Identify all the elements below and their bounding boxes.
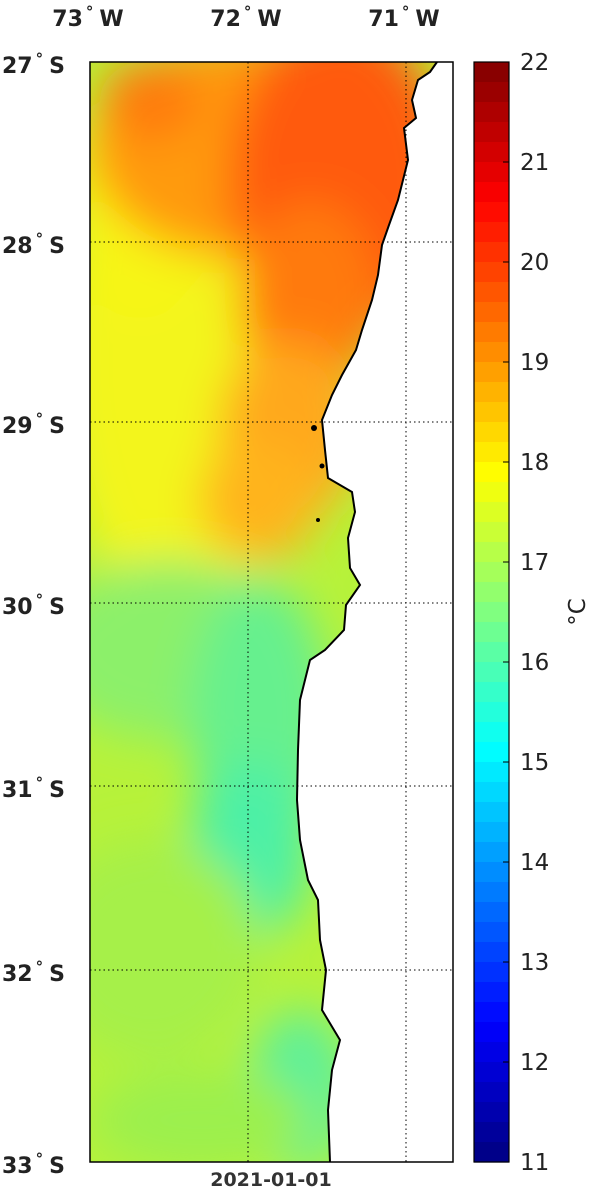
- island-marker: [311, 425, 317, 431]
- longitude-tick-label: 73 ° W: [52, 3, 123, 32]
- colorbar-band: [474, 222, 509, 243]
- map-frame: [89, 61, 454, 1163]
- colorbar-tick-label: 20: [520, 250, 549, 276]
- colorbar-band: [474, 482, 509, 503]
- colorbar-tick-label: 13: [520, 950, 549, 976]
- latitude-ticks: 27 ° S 28 ° S 29 ° S 30 ° S 31 ° S 32 ° S 33 ° S: [2, 50, 65, 1179]
- latitude-tick-label: 32 ° S: [2, 958, 65, 987]
- colorbar-band: [474, 242, 509, 263]
- latitude-tick-label: 27 ° S: [2, 50, 65, 79]
- colorbar-band: [474, 182, 509, 203]
- colorbar-band: [474, 702, 509, 723]
- colorbar-band: [474, 1102, 509, 1123]
- latitude-tick-label: 29 ° S: [2, 410, 65, 439]
- colorbar-tick-label: 16: [520, 650, 549, 676]
- colorbar-band: [474, 382, 509, 403]
- colorbar-band: [474, 342, 509, 363]
- colorbar-band: [474, 1042, 509, 1063]
- colorbar-band: [474, 462, 509, 483]
- colorbar-band: [474, 582, 509, 603]
- graticule: [90, 62, 453, 1162]
- colorbar-band: [474, 1082, 509, 1103]
- latitude-tick-label: 28 ° S: [2, 230, 65, 259]
- coastline: [295, 61, 438, 1163]
- colorbar-band: [474, 722, 509, 743]
- longitude-tick-label: 71 ° W: [368, 3, 439, 32]
- colorbar-band: [474, 262, 509, 283]
- colorbar-band: [474, 802, 509, 823]
- colorbar-tick-label: 18: [520, 450, 549, 476]
- colorbar-band: [474, 1022, 509, 1043]
- sst-field: [90, 62, 437, 1162]
- colorbar-tick-label: 11: [520, 1150, 549, 1176]
- longitude-tick-label: 72 ° W: [210, 3, 281, 32]
- colorbar-band: [474, 602, 509, 623]
- colorbar: [474, 62, 509, 1163]
- colorbar-band: [474, 922, 509, 943]
- colorbar-band: [474, 102, 509, 123]
- colorbar-tick-label: 14: [520, 850, 549, 876]
- colorbar-band: [474, 202, 509, 223]
- colorbar-tick-label: 15: [520, 750, 549, 776]
- colorbar-band: [474, 522, 509, 543]
- colorbar-tick-label: 12: [520, 1050, 549, 1076]
- colorbar-band: [474, 362, 509, 383]
- colorbar-tick-label: 22: [520, 50, 549, 76]
- colorbar-tick-label: 21: [520, 150, 549, 176]
- colorbar-band: [474, 1142, 509, 1163]
- colorbar-ticks: 22 21 20 19 18 17 16 15 14 13 12 11: [503, 50, 549, 1176]
- colorbar-band: [474, 962, 509, 983]
- longitude-ticks: 73 ° W 72 ° W 71 ° W: [52, 3, 439, 32]
- colorbar-band: [474, 862, 509, 883]
- colorbar-band: [474, 782, 509, 803]
- island-marker: [319, 463, 325, 469]
- colorbar-band: [474, 502, 509, 523]
- colorbar-band: [474, 62, 509, 83]
- colorbar-band: [474, 82, 509, 103]
- colorbar-band: [474, 682, 509, 703]
- colorbar-band: [474, 422, 509, 443]
- colorbar-band: [474, 282, 509, 303]
- colorbar-band: [474, 442, 509, 463]
- date-label: 2021-01-01: [210, 1169, 332, 1188]
- latitude-tick-label: 33 ° S: [2, 1150, 65, 1179]
- colorbar-band: [474, 982, 509, 1003]
- colorbar-band: [474, 662, 509, 683]
- colorbar-tick-label: 17: [520, 550, 549, 576]
- colorbar-tick-label: 19: [520, 350, 549, 376]
- island-marker: [316, 518, 320, 522]
- colorbar-band: [474, 1062, 509, 1083]
- colorbar-band: [474, 322, 509, 343]
- colorbar-band: [474, 942, 509, 963]
- colorbar-band: [474, 302, 509, 323]
- colorbar-band: [474, 122, 509, 143]
- colorbar-band: [474, 562, 509, 583]
- colorbar-band: [474, 162, 509, 183]
- colorbar-band: [474, 622, 509, 643]
- colorbar-unit-label: °C: [565, 598, 591, 626]
- colorbar-frame: [473, 61, 510, 1163]
- colorbar-band: [474, 762, 509, 783]
- latitude-tick-label: 31 ° S: [2, 774, 65, 803]
- colorbar-band: [474, 1002, 509, 1023]
- colorbar-band: [474, 542, 509, 563]
- colorbar-band: [474, 742, 509, 763]
- latitude-tick-label: 30 ° S: [2, 591, 65, 620]
- colorbar-band: [474, 402, 509, 423]
- colorbar-band: [474, 1122, 509, 1143]
- colorbar-band: [474, 842, 509, 863]
- colorbar-band: [474, 902, 509, 923]
- colorbar-band: [474, 642, 509, 663]
- colorbar-band: [474, 822, 509, 843]
- colorbar-band: [474, 142, 509, 163]
- colorbar-band: [474, 882, 509, 903]
